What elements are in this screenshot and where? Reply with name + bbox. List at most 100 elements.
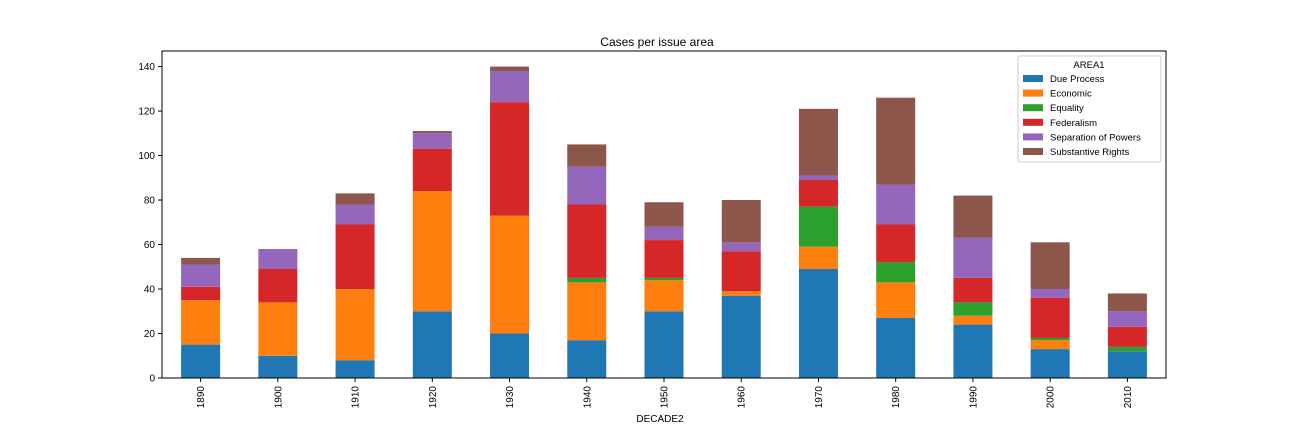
bar-segment-due-process-1980: [876, 317, 916, 378]
x-tick-label: 2000: [1046, 386, 1057, 409]
bar-segment-separation-of-powers-1950: [644, 226, 684, 241]
x-tick-label: 1950: [660, 386, 671, 409]
legend-items: Due Process Economic Equality Federalism Sep…: [1023, 74, 1141, 158]
bar-segment-federalism-1920: [412, 148, 452, 192]
bar-segment-due-process-1890: [181, 344, 221, 378]
x-tick-label: 2010: [1123, 386, 1134, 409]
y-tick-label: 120: [138, 107, 155, 118]
bar-segment-separation-of-powers-1960: [721, 242, 761, 252]
bar-segment-due-process-1930: [490, 333, 530, 378]
x-axis-label: DECADE2: [636, 414, 684, 425]
bar-segment-equality-1970: [798, 206, 838, 247]
legend-swatch-due-process: [1023, 75, 1043, 82]
bar-segment-substantive-rights-1940: [567, 144, 607, 167]
bar-segment-federalism-2000: [1030, 297, 1070, 338]
bar-segment-separation-of-powers-1910: [335, 204, 375, 225]
bar-segment-separation-of-powers-1980: [876, 184, 916, 225]
bar-segment-economic-1920: [412, 191, 452, 312]
legend-label-federalism: Federalism: [1050, 118, 1097, 129]
bar-segment-separation-of-powers-1970: [798, 175, 838, 181]
legend-title: AREA1: [1073, 60, 1104, 71]
bar-segment-economic-1890: [181, 300, 221, 345]
y-tick-label: 0: [149, 374, 155, 385]
y-tick-label: 40: [144, 285, 156, 296]
bar-segment-substantive-rights-2010: [1107, 293, 1147, 312]
bar-segment-economic-1990: [953, 315, 993, 325]
bar-segment-due-process-1990: [953, 324, 993, 378]
bar-segment-due-process-1950: [644, 311, 684, 378]
bar-segment-substantive-rights-1960: [721, 200, 761, 243]
bar-segment-substantive-rights-1950: [644, 202, 684, 227]
legend-frame: [1017, 55, 1162, 163]
bar-segment-substantive-rights-1910: [335, 193, 375, 205]
bar-segment-equality-2000: [1030, 337, 1070, 341]
x-tick-label: 1900: [273, 386, 284, 409]
y-tick-label: 140: [138, 62, 155, 73]
bar-segment-economic-1940: [567, 282, 607, 341]
bar-segment-federalism-1940: [567, 204, 607, 278]
bar-segment-due-process-2010: [1107, 351, 1147, 378]
bar-segment-substantive-rights-2000: [1030, 242, 1070, 290]
bar-segment-substantive-rights-1930: [490, 66, 530, 72]
bar-segment-federalism-1900: [258, 269, 298, 303]
bar-segment-economic-2000: [1030, 340, 1070, 350]
y-tick-label: 80: [144, 196, 156, 207]
bar-segment-economic-1970: [798, 246, 838, 269]
bar-segment-substantive-rights-1990: [953, 195, 993, 238]
x-tick-label: 1960: [737, 386, 748, 409]
legend-label-substantive-rights: Substantive Rights: [1050, 147, 1129, 158]
bar-segment-separation-of-powers-2000: [1030, 289, 1070, 298]
legend-swatch-federalism: [1023, 118, 1043, 126]
bar-segment-due-process-1940: [567, 340, 607, 378]
bar-segment-equality-1990: [953, 302, 993, 316]
legend-label-economic: Economic: [1050, 89, 1092, 100]
bar-segment-federalism-1950: [644, 240, 684, 278]
bar-segment-separation-of-powers-1890: [181, 264, 221, 287]
bar-segment-substantive-rights-1920: [412, 131, 452, 134]
bar-segment-federalism-1970: [798, 180, 838, 207]
bar-segment-federalism-1890: [181, 286, 221, 301]
bar-segment-equality-1950: [644, 277, 684, 281]
x-tick-label: 1910: [351, 386, 362, 409]
legend-swatch-economic: [1023, 89, 1043, 97]
bar-segment-substantive-rights-1890: [181, 257, 221, 265]
bar-segment-substantive-rights-1980: [876, 97, 916, 185]
x-axis: 1890 1900 1910 1920 1930 1940 1950 1960 1970 1980…: [196, 378, 1134, 408]
legend: AREA1 Due Process Economic Equality Federal…: [1017, 55, 1162, 163]
bar-segment-separation-of-powers-1990: [953, 237, 993, 278]
bar-segment-separation-of-powers-2010: [1107, 311, 1147, 327]
bar-segment-separation-of-powers-1940: [567, 166, 607, 205]
bar-segment-federalism-1910: [335, 224, 375, 290]
bar-segment-separation-of-powers-1900: [258, 248, 298, 269]
legend-swatch-substantive-rights: [1023, 148, 1043, 155]
bar-segment-economic-1980: [876, 282, 916, 318]
bar-segment-federalism-2010: [1107, 326, 1147, 347]
bar-segment-equality-2010: [1107, 346, 1147, 352]
x-tick-label: 1980: [891, 386, 902, 409]
x-tick-label: 1990: [968, 386, 979, 409]
bar-segment-federalism-1990: [953, 277, 993, 303]
bar-segment-federalism-1960: [721, 251, 761, 292]
bar-segment-separation-of-powers-1930: [490, 71, 530, 103]
bar-segment-economic-1950: [644, 280, 684, 312]
bar-segment-federalism-1980: [876, 224, 916, 263]
bars-group: [181, 66, 1147, 378]
bar-segment-economic-1960: [721, 291, 761, 296]
y-tick-label: 60: [144, 240, 156, 251]
bar-segment-due-process-1960: [721, 295, 761, 378]
bar-segment-due-process-2000: [1030, 349, 1070, 378]
bar-segment-economic-1910: [335, 289, 375, 361]
legend-swatch-separation-of-powers: [1023, 133, 1043, 141]
bar-segment-substantive-rights-1970: [798, 108, 838, 176]
bar-segment-economic-1900: [258, 302, 298, 356]
legend-label-separation-of-powers: Separation of Powers: [1050, 132, 1141, 143]
bar-segment-due-process-1970: [798, 269, 838, 378]
bar-segment-economic-1930: [490, 215, 530, 334]
y-tick-label: 100: [138, 151, 155, 162]
x-tick-label: 1890: [196, 386, 207, 409]
legend-label-equality: Equality: [1050, 103, 1084, 114]
bar-segment-equality-1980: [876, 262, 916, 283]
x-tick-label: 1970: [814, 386, 825, 409]
bar-segment-equality-1940: [567, 277, 607, 283]
